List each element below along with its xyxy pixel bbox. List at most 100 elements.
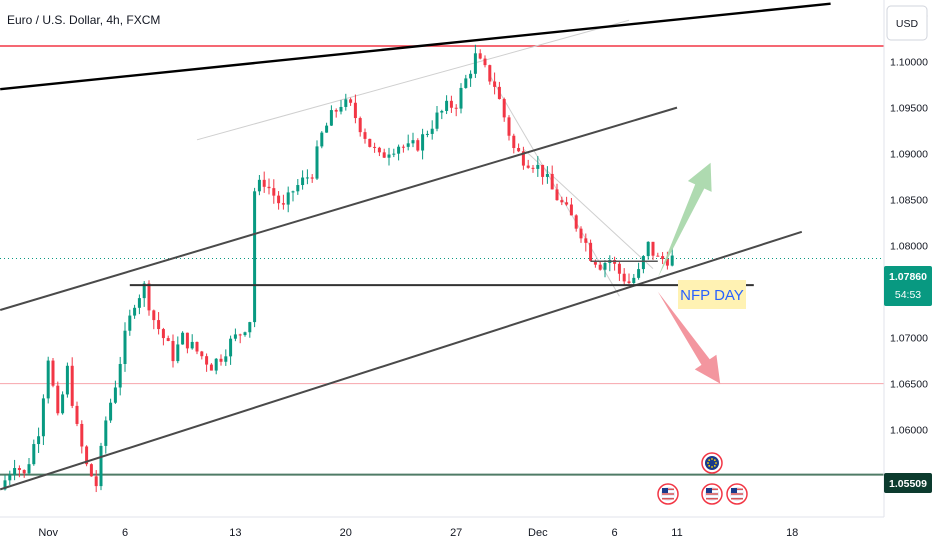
candle[interactable] <box>569 198 573 216</box>
candle[interactable] <box>545 166 549 184</box>
candle[interactable] <box>113 380 117 404</box>
candle[interactable] <box>497 81 501 100</box>
candle[interactable] <box>219 354 223 366</box>
candle[interactable] <box>421 128 425 160</box>
candle[interactable] <box>401 144 405 153</box>
candle[interactable] <box>373 142 377 153</box>
currency-button[interactable]: USD <box>886 5 928 41</box>
candle[interactable] <box>267 178 271 195</box>
candle[interactable] <box>166 335 170 342</box>
candle[interactable] <box>406 134 410 151</box>
us-event-icon[interactable] <box>657 483 679 505</box>
candle[interactable] <box>253 187 257 328</box>
candle[interactable] <box>80 420 84 454</box>
candle[interactable] <box>349 97 353 106</box>
trend-line-thin-channel[interactable] <box>489 75 620 297</box>
candle[interactable] <box>41 394 45 446</box>
candle[interactable] <box>325 122 329 133</box>
candle[interactable] <box>425 130 429 138</box>
candle[interactable] <box>152 309 156 330</box>
candle[interactable] <box>517 143 521 153</box>
candle[interactable] <box>200 350 204 360</box>
candle[interactable] <box>51 358 55 388</box>
candle[interactable] <box>574 214 578 232</box>
trend-line-channel-bottom[interactable] <box>0 230 803 491</box>
candle[interactable] <box>536 156 540 177</box>
candle[interactable] <box>382 148 386 158</box>
candle[interactable] <box>469 70 473 87</box>
candle[interactable] <box>161 327 165 346</box>
candle[interactable] <box>339 100 343 115</box>
candle[interactable] <box>205 353 209 372</box>
candle[interactable] <box>94 470 98 493</box>
candle[interactable] <box>46 356 50 404</box>
candle[interactable] <box>301 170 305 190</box>
candle[interactable] <box>632 274 636 286</box>
candle[interactable] <box>507 115 511 141</box>
candle[interactable] <box>334 108 338 118</box>
bullish-arrow[interactable] <box>657 162 712 278</box>
candle[interactable] <box>233 328 237 342</box>
candle[interactable] <box>670 248 674 267</box>
candle[interactable] <box>641 255 645 274</box>
candle[interactable] <box>296 179 300 195</box>
candle[interactable] <box>195 341 199 355</box>
candle[interactable] <box>190 334 194 350</box>
candle[interactable] <box>368 138 372 148</box>
candle[interactable] <box>387 147 391 166</box>
candle[interactable] <box>137 294 141 315</box>
candle[interactable] <box>661 252 665 265</box>
candle[interactable] <box>70 357 74 409</box>
candle[interactable] <box>281 194 285 210</box>
trend-line-thin-channel[interactable] <box>523 148 654 269</box>
candle[interactable] <box>435 106 439 132</box>
candle[interactable] <box>13 459 17 481</box>
candle[interactable] <box>526 159 530 169</box>
candle[interactable] <box>555 183 559 201</box>
candle[interactable] <box>61 391 65 415</box>
eu-event-icon[interactable] <box>701 452 723 474</box>
candle[interactable] <box>238 333 242 344</box>
candle[interactable] <box>473 44 477 78</box>
nfp-day-annotation[interactable]: NFP DAY <box>678 280 746 309</box>
candle[interactable] <box>656 252 660 257</box>
candle[interactable] <box>109 398 113 423</box>
trend-line-channel-top[interactable] <box>0 106 678 311</box>
candle[interactable] <box>75 401 79 427</box>
candle[interactable] <box>478 49 482 60</box>
candle[interactable] <box>579 226 583 243</box>
candle[interactable] <box>541 164 545 185</box>
candle[interactable] <box>291 190 295 202</box>
candle[interactable] <box>272 179 276 204</box>
candle[interactable] <box>118 356 122 396</box>
candle[interactable] <box>248 321 252 338</box>
candle[interactable] <box>459 83 463 114</box>
candle[interactable] <box>22 469 26 478</box>
candle[interactable] <box>584 233 588 252</box>
candle[interactable] <box>603 260 607 278</box>
candle[interactable] <box>320 131 324 149</box>
candle[interactable] <box>565 196 569 206</box>
candle[interactable] <box>214 357 218 375</box>
candle[interactable] <box>353 94 357 124</box>
candle[interactable] <box>8 470 12 486</box>
candle[interactable] <box>617 261 621 281</box>
candle[interactable] <box>305 169 309 185</box>
candle[interactable] <box>651 241 655 260</box>
candle[interactable] <box>598 261 602 271</box>
candle[interactable] <box>176 336 180 364</box>
candle[interactable] <box>17 465 21 478</box>
candle[interactable] <box>627 273 631 284</box>
candle[interactable] <box>589 239 593 262</box>
candle[interactable] <box>157 312 161 335</box>
candle[interactable] <box>209 363 213 371</box>
candle[interactable] <box>32 439 36 466</box>
candle[interactable] <box>229 335 233 365</box>
candle[interactable] <box>128 309 132 336</box>
candle[interactable] <box>133 304 137 319</box>
candle[interactable] <box>521 146 525 170</box>
candle[interactable] <box>464 74 468 89</box>
us-event-icon[interactable] <box>726 483 748 505</box>
candle[interactable] <box>243 331 247 337</box>
